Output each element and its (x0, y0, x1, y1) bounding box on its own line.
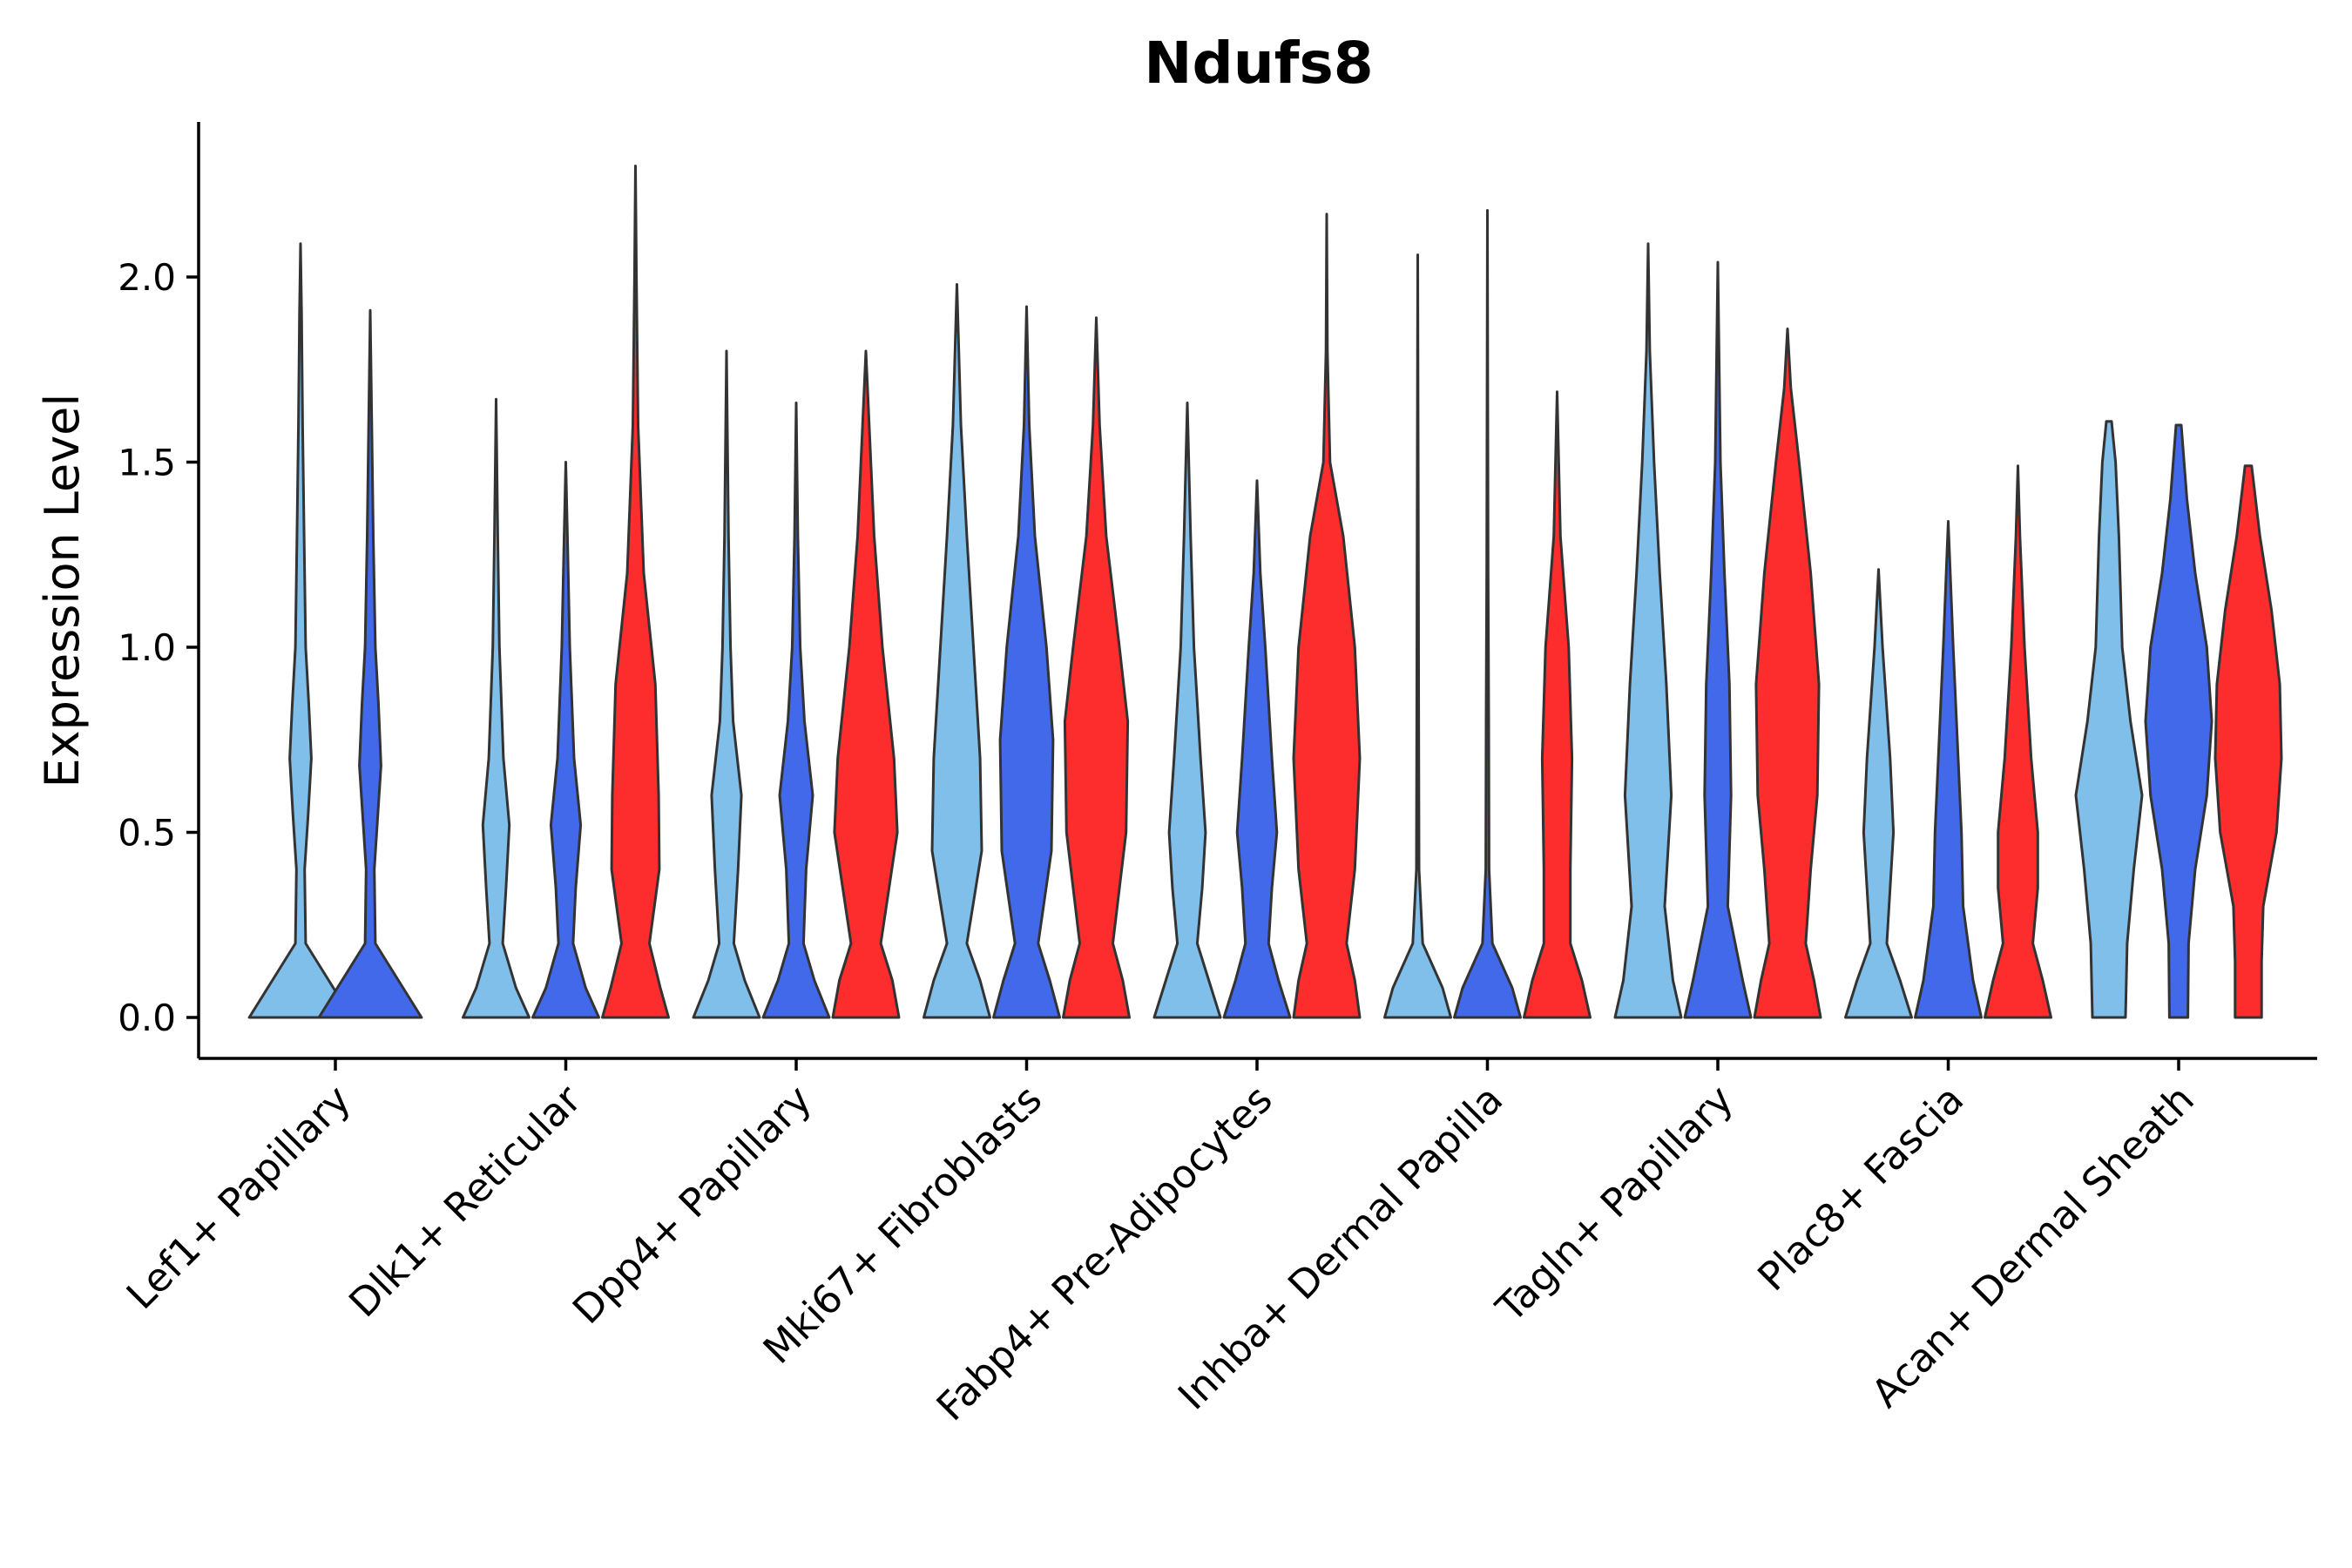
x-category-label: Dlk1+ Reticular (340, 1076, 590, 1326)
violin-7-2 (1984, 464, 2052, 1019)
violin-7-1 (1914, 520, 1983, 1019)
violin-6-0 (1613, 242, 1683, 1019)
y-tick-label: 2.0 (118, 256, 176, 299)
violin-0-1 (317, 308, 423, 1019)
x-category-label: Dpp4+ Papillary (564, 1076, 821, 1333)
violin-0-0 (247, 242, 354, 1019)
violin-4-2 (1292, 213, 1362, 1019)
violins-group (247, 165, 2283, 1019)
violin-2-2 (831, 349, 901, 1019)
violin-4-0 (1152, 402, 1222, 1019)
violin-8-0 (2074, 420, 2144, 1019)
y-tick-label: 0.0 (118, 997, 176, 1039)
violin-3-0 (923, 283, 991, 1019)
violin-3-2 (1062, 316, 1131, 1019)
y-axis-label: Expression Level (35, 394, 90, 788)
violin-5-0 (1383, 253, 1452, 1019)
violin-5-2 (1523, 390, 1592, 1019)
violin-1-0 (462, 397, 531, 1019)
y-tick-label: 1.5 (118, 442, 176, 484)
violin-1-1 (531, 461, 600, 1019)
x-category-label: Lef1+ Papillary (118, 1076, 360, 1318)
violin-2-0 (692, 349, 761, 1019)
violin-6-1 (1683, 260, 1753, 1019)
violin-5-1 (1453, 209, 1522, 1019)
x-category-label: Plac8+ Fascia (1748, 1076, 1972, 1300)
violin-3-1 (992, 305, 1061, 1019)
chart-title: Ndufs8 (1144, 30, 1373, 97)
violin-8-2 (2213, 464, 2283, 1019)
violin-2-1 (761, 402, 831, 1019)
y-tick-label: 1.0 (118, 626, 176, 669)
violin-8-1 (2144, 423, 2213, 1019)
violin-7-0 (1844, 568, 1913, 1019)
violin-6-2 (1753, 328, 1822, 1019)
y-tick-label: 0.5 (118, 812, 176, 855)
violin-1-2 (601, 165, 670, 1019)
violin-4-1 (1222, 479, 1292, 1019)
x-category-label: Tagln+ Papillary (1487, 1076, 1742, 1331)
